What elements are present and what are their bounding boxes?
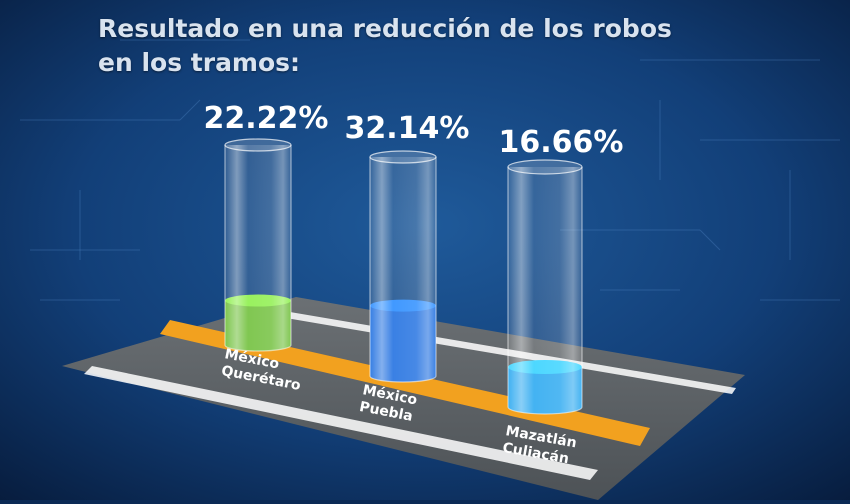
value-label-1: 22.22% — [204, 101, 329, 136]
road-edge-near — [84, 366, 598, 480]
value-label-2: 32.14% — [345, 111, 470, 146]
value-label-3: 16.66% — [499, 125, 624, 160]
bar-2-rim — [369, 150, 437, 164]
title-line-2: en los tramos: — [98, 48, 301, 77]
bar-3-glass — [507, 167, 583, 415]
background-circuit-lines — [20, 39, 840, 301]
chart-title: Resultado en una reducción de los robos … — [98, 12, 778, 80]
title-line-1: Resultado en una reducción de los robos — [98, 14, 672, 43]
bar-3-rim — [507, 159, 583, 175]
road-lane-divider — [160, 320, 650, 446]
circuit-line-1 — [179, 99, 201, 121]
bar-1-rim — [224, 138, 292, 152]
bar-1-glass — [224, 145, 292, 352]
bars-layer: 22.22%MéxicoQuerétaro32.14%MéxicoPuebla1… — [204, 101, 624, 467]
bar-2-glass — [369, 157, 437, 383]
circuit-line-5 — [699, 229, 721, 251]
